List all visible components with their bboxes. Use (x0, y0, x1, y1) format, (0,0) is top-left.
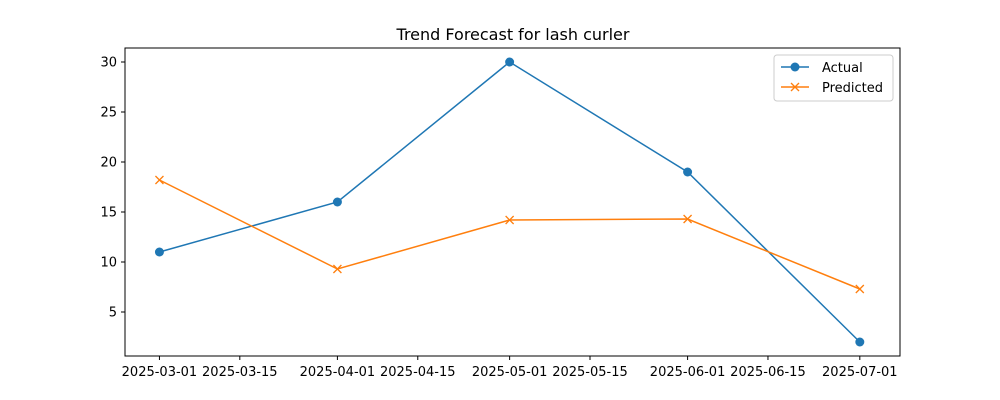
x-tick-label: 2025-05-01 (472, 365, 548, 380)
legend-marker-predicted-x (790, 82, 800, 92)
data-point-predicted (505, 215, 515, 225)
x-tick-label: 2025-07-01 (822, 365, 898, 380)
x-tick-label: 2025-03-01 (122, 365, 198, 380)
x-axis: 2025-03-01 2025-03-15 2025-04-01 2025-04-15… (122, 356, 898, 380)
y-tick-label: 15 (100, 206, 117, 221)
x-tick-label: 2025-03-15 (202, 365, 278, 380)
legend: Actual Predicted (773, 54, 894, 102)
y-axis: 5 10 15 20 25 30 (100, 56, 125, 321)
legend-marker-predicted (790, 82, 800, 92)
x-tick-label: 2025-06-15 (730, 365, 806, 380)
series-layer (154, 57, 865, 347)
x-tick-label: 2025-04-15 (380, 365, 456, 380)
data-point-actual (332, 197, 342, 207)
y-tick-label: 20 (100, 156, 117, 171)
y-tick-label: 25 (100, 106, 117, 121)
plot-area (124, 47, 901, 357)
data-point-actual (855, 337, 865, 347)
data-point-predicted (855, 284, 865, 294)
y-tick-label: 5 (109, 306, 117, 321)
x-tick-label: 2025-04-01 (300, 365, 376, 380)
x-tick-label: 2025-06-01 (650, 365, 726, 380)
legend-marker-actual (790, 62, 800, 72)
data-point-actual (154, 247, 164, 257)
data-point-predicted (683, 214, 693, 224)
data-point-actual (683, 167, 693, 177)
legend-label-predicted: Predicted (822, 81, 883, 96)
x-tick-label: 2025-05-15 (552, 365, 628, 380)
y-tick-label: 30 (100, 56, 117, 71)
legend-label-actual: Actual (822, 61, 863, 76)
data-point-predicted (154, 175, 164, 185)
data-point-actual (505, 57, 515, 67)
data-point-predicted (332, 264, 342, 274)
chart-title: Trend Forecast for lash curler (396, 25, 630, 44)
y-tick-label: 10 (100, 256, 117, 271)
